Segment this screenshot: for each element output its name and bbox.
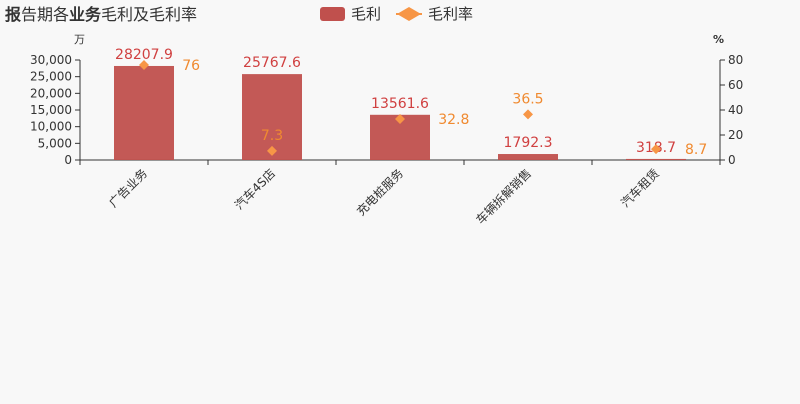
left-tick-label: 25,000 — [30, 70, 72, 84]
point[interactable] — [395, 114, 405, 124]
left-tick-label: 10,000 — [30, 120, 72, 134]
left-tick-label: 0 — [64, 153, 72, 167]
point[interactable] — [139, 60, 149, 70]
bar-label: 28207.9 — [115, 47, 173, 63]
right-tick-label: 80 — [728, 53, 743, 67]
svg-text:毛利: 毛利 — [351, 5, 381, 23]
x-tick-label: 广告业务 — [106, 166, 151, 211]
x-tick-label: 汽车4S店 — [231, 166, 278, 213]
left-tick-label: 30,000 — [30, 53, 72, 67]
svg-text:毛利率: 毛利率 — [428, 5, 473, 23]
bar-label: 1792.3 — [504, 135, 553, 151]
right-tick-label: 40 — [728, 103, 743, 117]
legend-line[interactable]: 毛利率 — [396, 5, 473, 23]
right-tick-label: 20 — [728, 128, 743, 142]
point[interactable] — [523, 109, 533, 120]
point[interactable] — [651, 144, 661, 155]
bar-label: 25767.6 — [243, 55, 301, 71]
point-label: 76 — [182, 58, 200, 74]
bar-label: 13561.6 — [371, 96, 429, 112]
bar[interactable] — [114, 65, 174, 160]
left-tick-label: 15,000 — [30, 103, 72, 117]
left-axis-unit: 万 — [74, 33, 85, 46]
left-tick-label: 5,000 — [38, 136, 72, 150]
right-axis-unit: % — [713, 33, 724, 46]
point-label: 32.8 — [438, 112, 469, 128]
left-tick-label: 20,000 — [30, 86, 72, 100]
chart-title: 报告期各业务毛利及毛利率 — [5, 5, 197, 24]
right-tick-label: 60 — [728, 78, 743, 92]
bar[interactable] — [242, 74, 302, 160]
point-label: 36.5 — [512, 91, 543, 107]
x-tick-label: 充电桩服务 — [353, 166, 406, 219]
right-tick-label: 0 — [728, 153, 736, 167]
point[interactable] — [267, 145, 277, 156]
point-label: 7.3 — [261, 128, 283, 144]
legend-bar[interactable]: 毛利 — [320, 5, 381, 23]
bar[interactable] — [626, 158, 686, 160]
x-tick-label: 汽车租赁 — [618, 166, 663, 211]
bar[interactable] — [498, 154, 558, 160]
point-label: 8.7 — [685, 142, 707, 158]
x-tick-label: 车辆拆解销售 — [473, 166, 535, 228]
